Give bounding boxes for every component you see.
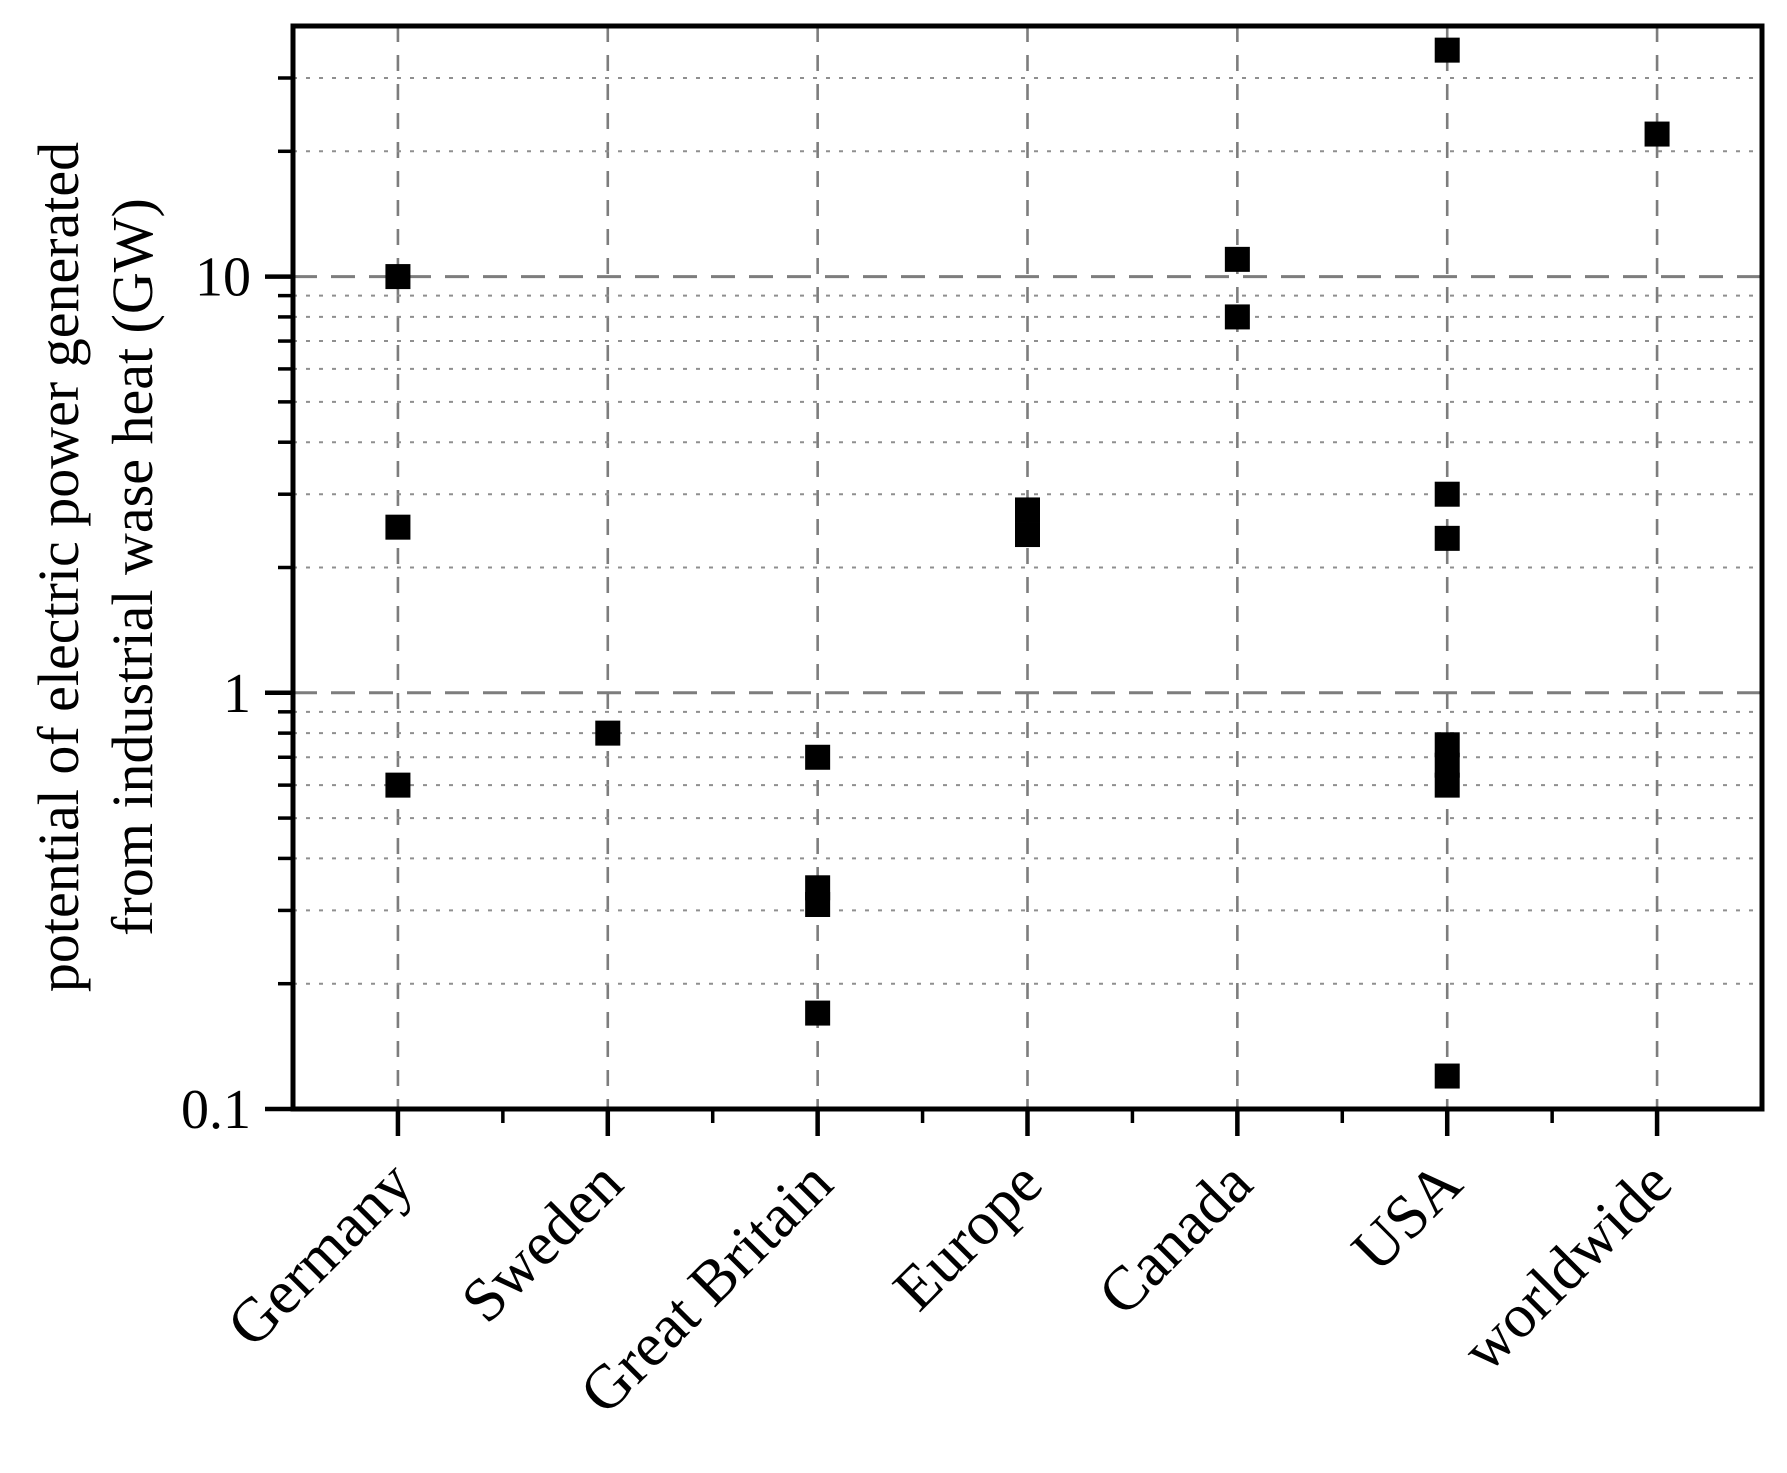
data-point — [1224, 246, 1250, 272]
data-point — [1434, 525, 1460, 551]
x-category-label: Germany — [215, 1149, 426, 1360]
y-tick-label: 10 — [195, 247, 251, 309]
data-point — [1015, 522, 1040, 548]
data-point — [1434, 37, 1460, 63]
x-category-label: USA — [1339, 1149, 1475, 1285]
marker-layer — [385, 37, 1670, 1089]
data-point — [1434, 481, 1460, 507]
data-point — [595, 720, 621, 746]
data-point — [1015, 497, 1040, 523]
data-point — [805, 744, 831, 770]
plot-frame — [290, 23, 1765, 1112]
data-point — [805, 891, 831, 917]
data-point — [1644, 121, 1670, 147]
y-tick-label: 1 — [223, 663, 251, 725]
data-point — [385, 264, 411, 290]
grid-layer — [293, 26, 1762, 1109]
x-category-label: Sweden — [449, 1149, 636, 1336]
y-axis-title-line1: potential of electric power generated — [26, 142, 91, 992]
data-point — [1434, 1063, 1460, 1089]
y-axis-title-line2: from industrial wase heat (GW) — [100, 198, 165, 936]
y-tick-label: 0.1 — [181, 1079, 251, 1141]
data-point — [805, 1000, 831, 1026]
x-category-label: Europe — [881, 1149, 1056, 1324]
x-category-label: worldwide — [1449, 1149, 1685, 1385]
data-point — [385, 514, 411, 540]
data-point — [385, 772, 411, 798]
x-category-label: Canada — [1086, 1149, 1266, 1329]
data-point — [1434, 772, 1460, 798]
data-point — [1224, 304, 1250, 330]
